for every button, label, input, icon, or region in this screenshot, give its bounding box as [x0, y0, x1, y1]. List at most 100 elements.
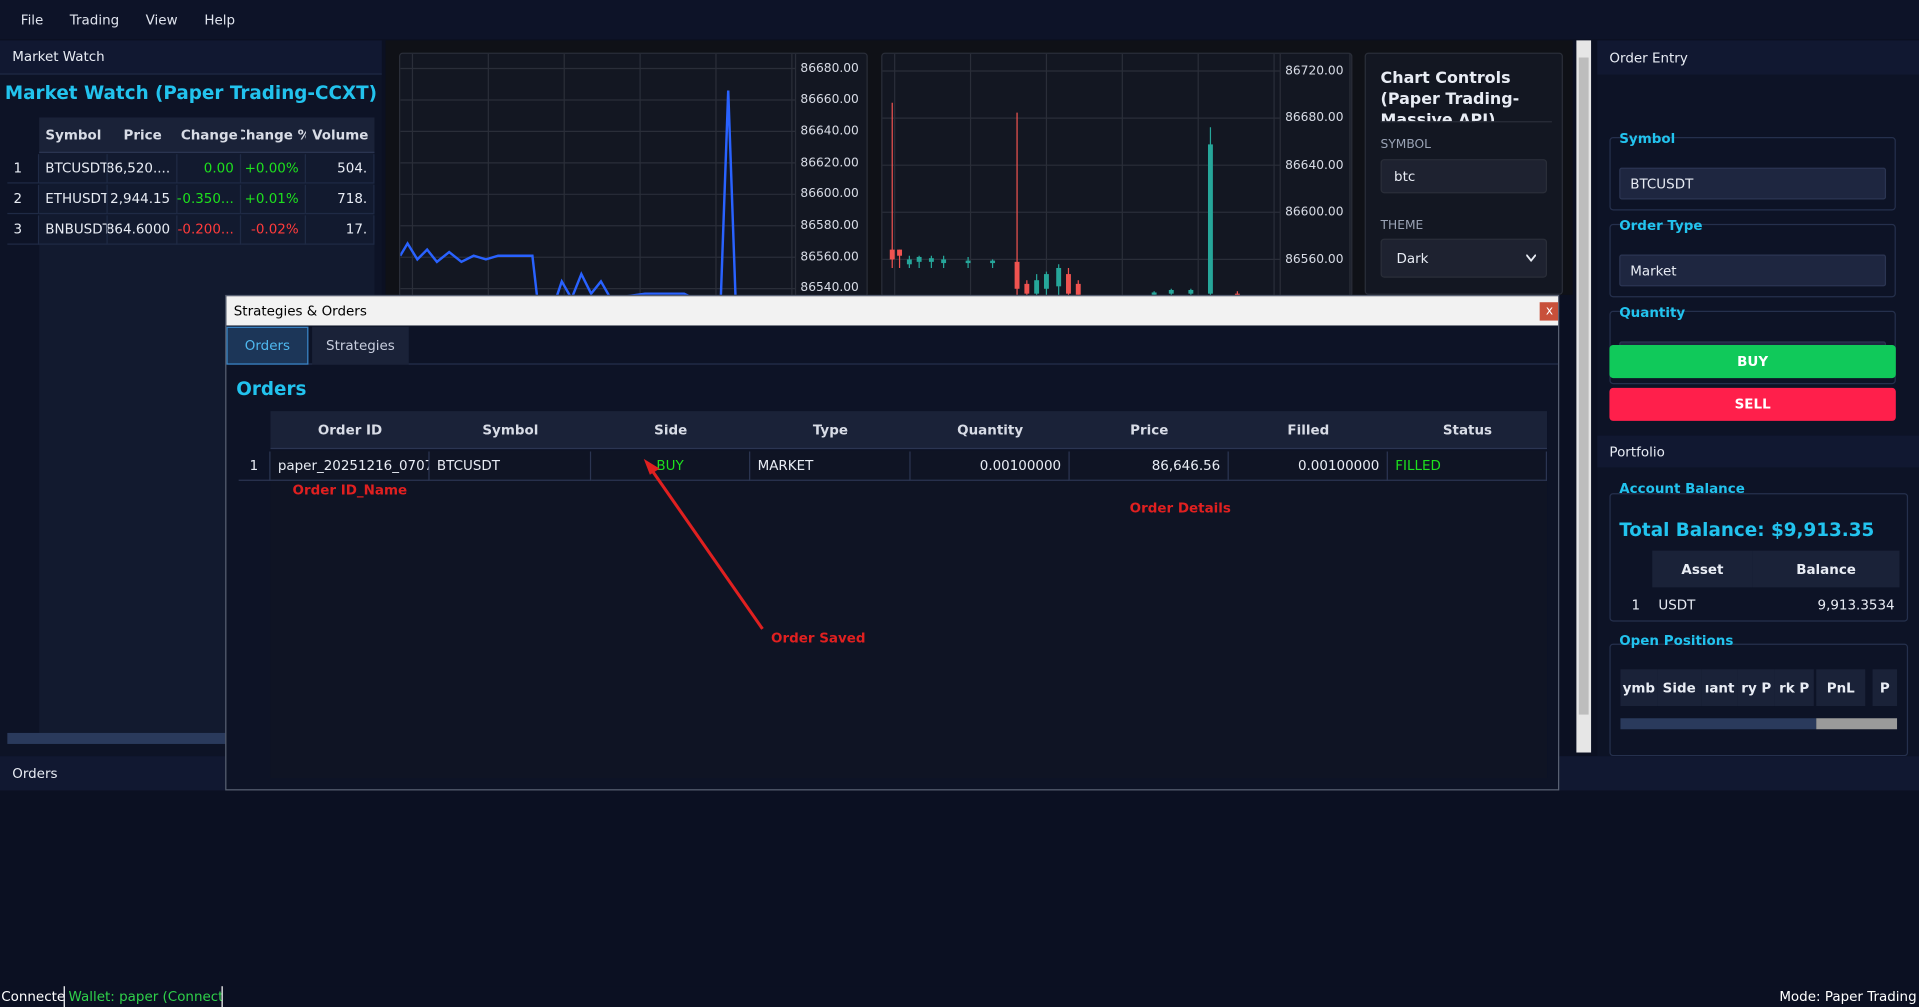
column-header: Asset: [1652, 550, 1753, 588]
status-mode: Mode: Paper Trading: [1779, 988, 1917, 1005]
candle-body: [990, 260, 996, 264]
table-cell: 17.: [305, 215, 375, 245]
table-cell: 86,646.56: [1069, 451, 1229, 481]
table-cell: -0.200...: [177, 215, 242, 245]
group-label: Symbol: [1619, 130, 1676, 147]
column-header: ıant: [1701, 669, 1738, 707]
table-cell: 718.: [305, 184, 375, 215]
table-cell: BTCUSDT: [429, 451, 592, 481]
table-cell: MARKET: [750, 451, 911, 481]
menu-item[interactable]: Trading: [69, 11, 120, 28]
table-cell: 2,944.15: [107, 184, 178, 215]
table-cell: 3: [7, 215, 40, 245]
column-header: Side: [654, 422, 688, 439]
menu-bar: [0, 0, 1919, 40]
price-tick-label: 86720.00: [1285, 64, 1344, 78]
candle-body: [897, 249, 903, 256]
field-label: SYMBOL: [1380, 137, 1432, 152]
table-cell: +0.00%: [241, 154, 306, 184]
column-header: ry P: [1737, 669, 1775, 707]
candle-body: [1014, 261, 1020, 289]
column-header: Volume: [312, 127, 369, 144]
price-tick-label: 86680.00: [800, 61, 859, 76]
form-group: BTCUSDT: [1609, 137, 1896, 211]
table-cell: 1: [238, 451, 271, 481]
candle-body: [1234, 293, 1240, 295]
column-header: P: [1872, 669, 1898, 707]
chart: 86680.00 86660.00 86640.00 86620.00 86600.00…: [398, 52, 868, 295]
sell-button[interactable]: SELL: [1609, 387, 1896, 421]
dialog-titlebar: Strategies & Orders: [226, 296, 1559, 326]
candle-body: [1188, 289, 1194, 294]
tab[interactable]: Strategies: [312, 326, 409, 365]
candle-body: [965, 260, 971, 264]
close-button[interactable]: x: [1539, 302, 1559, 321]
table-cell: 1: [7, 154, 40, 184]
market-watch-title: Market Watch (Paper Trading-CCXT): [4, 81, 378, 105]
table-cell: paper_20251216_0707...: [270, 451, 430, 481]
table-cell: ETHUSDT: [39, 184, 108, 215]
account-balance-box: Total Balance: $9,913.35 Asset Balance 1 USD…: [1609, 493, 1909, 622]
table-cell: 504.: [305, 154, 375, 184]
column-header: PnL: [1816, 669, 1866, 707]
group-label: Order Type: [1619, 217, 1703, 234]
menu-item[interactable]: View: [145, 11, 178, 28]
price-tick-label: 86540.00: [800, 281, 859, 295]
column-header: Order ID: [317, 422, 383, 439]
price-tick-label: 86680.00: [1285, 111, 1344, 125]
form-field[interactable]: Market: [1619, 254, 1887, 287]
table-cell: BUY: [591, 451, 751, 481]
column-header: Quantity: [957, 422, 1024, 439]
column-header: Change: [180, 127, 238, 144]
status-wallet: Wallet: paper (Connected): [69, 986, 223, 1007]
controls-title: Chart Controls (Paper Trading-Massive AP…: [1380, 69, 1552, 123]
candle-body: [906, 259, 912, 265]
column-header: Price: [1130, 422, 1169, 439]
table-cell: 864.6000: [107, 215, 178, 245]
candle-body: [1034, 280, 1040, 294]
column-header: Side: [1657, 669, 1702, 707]
column-header: rk P: [1774, 669, 1814, 707]
v-scroll-thumb: [1578, 57, 1589, 715]
annotation: Order Details: [1129, 499, 1231, 516]
dialog: Strategies & Orders x Orders Strategies Orde…: [225, 294, 1560, 791]
h-scrollbar: [1620, 718, 1817, 730]
price-tick-label: 86660.00: [800, 93, 859, 107]
group-label: Open Positions: [1619, 631, 1734, 648]
table-cell: +0.01%: [241, 184, 306, 215]
symbol-input[interactable]: btc: [1380, 159, 1548, 194]
table-cell: 9,913.3534: [1817, 596, 1895, 613]
chart-plot: [882, 53, 1351, 295]
column-header: Symbol: [45, 127, 102, 144]
price-tick-label: 86560.00: [1285, 252, 1344, 267]
panel-header: Order Entry: [1597, 40, 1919, 75]
price-tick-label: 86580.00: [800, 219, 859, 233]
column-header: Price: [123, 127, 162, 144]
table-cell: -0.02%: [241, 215, 306, 245]
column-header: ymb: [1620, 669, 1658, 707]
total-balance: Total Balance: $9,913.35: [1619, 518, 1875, 541]
price-tick-label: 86600.00: [800, 187, 859, 202]
candle-body: [916, 256, 922, 262]
menu-item[interactable]: Help: [204, 11, 236, 28]
tab-active[interactable]: Orders: [226, 326, 309, 365]
buy-button[interactable]: BUY: [1609, 345, 1896, 379]
price-tick-label: 86640.00: [1285, 158, 1344, 172]
theme-select[interactable]: Dark: [1380, 238, 1548, 278]
form-field[interactable]: BTCUSDT: [1619, 167, 1887, 200]
candle-body: [941, 259, 947, 264]
table-cell: 0.00100000: [1228, 451, 1388, 481]
menu-item[interactable]: File: [20, 11, 44, 28]
column-header: Filled: [1287, 422, 1330, 439]
price-tick-label: 86600.00: [1285, 205, 1344, 220]
group-label: Quantity: [1619, 304, 1686, 320]
price-tick-label: 86640.00: [800, 124, 859, 139]
column-header: Balance: [1752, 550, 1900, 588]
orders-heading: Orders: [236, 378, 307, 401]
dropdown-arrow: [1526, 254, 1536, 262]
table-header: [39, 117, 375, 153]
candle-body: [889, 249, 895, 260]
candle-body: [1168, 289, 1174, 294]
table-header: [270, 411, 1548, 450]
